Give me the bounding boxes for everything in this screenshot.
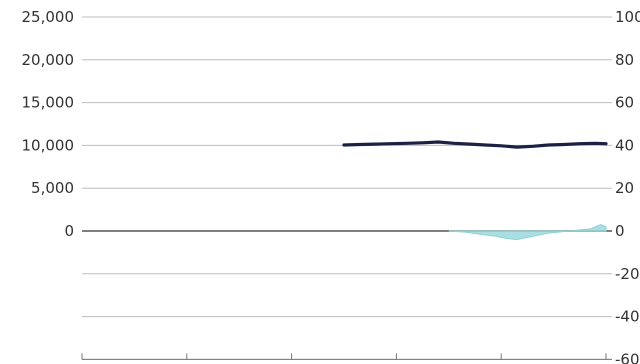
right-tick-label: 80 bbox=[615, 51, 634, 69]
left-y-axis: 25,000 20,000 15,000 10,000 5,000 0 bbox=[22, 8, 75, 240]
series-line-0 bbox=[342, 140, 608, 149]
left-tick-label: 10,000 bbox=[22, 136, 75, 154]
right-tick-label: 40 bbox=[615, 136, 634, 154]
right-tick-label: -60 bbox=[615, 350, 640, 364]
left-tick-label: 5,000 bbox=[31, 179, 74, 197]
left-tick-label: 0 bbox=[64, 222, 74, 240]
right-tick-label: 0 bbox=[615, 222, 625, 240]
series-area-1 bbox=[448, 224, 607, 241]
series bbox=[342, 140, 608, 241]
right-tick-label: 60 bbox=[615, 94, 634, 112]
left-tick-label: 25,000 bbox=[22, 8, 75, 26]
left-tick-label: 15,000 bbox=[22, 94, 75, 112]
grid-lines bbox=[82, 16, 612, 360]
right-tick-label: -20 bbox=[615, 265, 640, 283]
right-y-axis: 100 80 60 40 20 0 -20 -40 -60 bbox=[615, 8, 640, 364]
x-axis bbox=[81, 353, 612, 360]
left-tick-label: 20,000 bbox=[22, 51, 75, 69]
right-tick-label: -40 bbox=[615, 308, 640, 326]
right-tick-label: 20 bbox=[615, 179, 634, 197]
right-tick-label: 100 bbox=[615, 8, 640, 26]
